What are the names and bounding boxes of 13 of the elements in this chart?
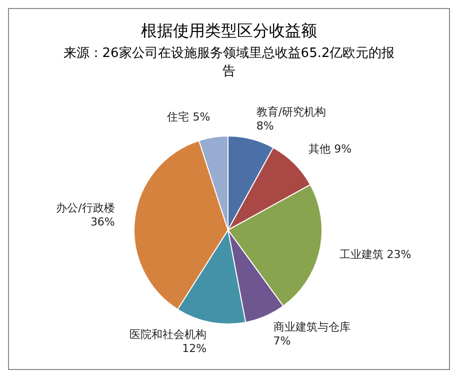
slice-label: 住宅 5% xyxy=(167,110,210,124)
data-label: 36% xyxy=(90,216,115,229)
slice-label: 医院和社会机构 xyxy=(130,328,207,341)
slice-label: 工业建筑 23% xyxy=(339,248,412,261)
chart-subtitle: 来源：26家公司在设施服务领域里总收益65.2亿欧元的报告 xyxy=(62,45,396,80)
data-label: 8% xyxy=(256,120,274,133)
slice-label: 教育/研究机构 xyxy=(256,106,326,119)
chart-title: 根据使用类型区分收益额 xyxy=(140,21,318,42)
slice-label: 其他 9% xyxy=(308,142,352,156)
data-label: 12% xyxy=(182,342,207,355)
slice-label: 商业建筑与仓库 xyxy=(273,320,350,334)
data-label: 7% xyxy=(273,334,291,348)
slice-label: 办公/行政楼 xyxy=(56,202,115,215)
